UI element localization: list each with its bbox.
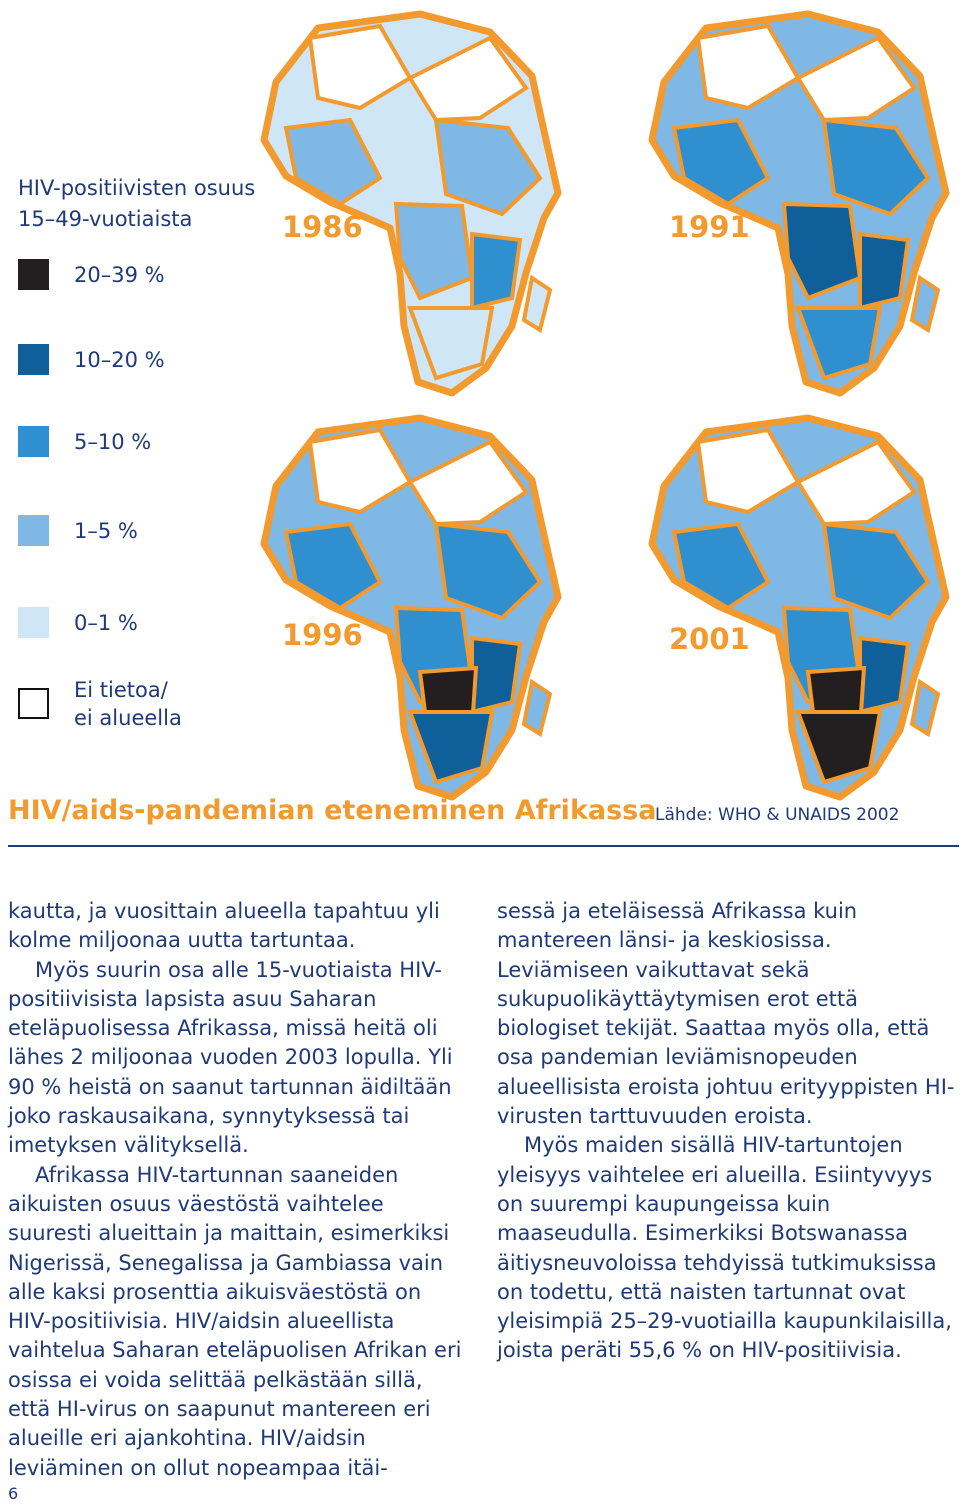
year-label: 1996 xyxy=(282,618,363,652)
paragraph: sessä ja eteläisessä Afrikassa kuin mant… xyxy=(497,899,955,1129)
africa-map-1996 xyxy=(240,412,570,807)
paragraph: kautta, ja vuosittain alueella tapahtuu … xyxy=(8,899,440,953)
legend-title: HIV-positiivisten osuus 15–49-vuotiaista xyxy=(18,173,255,235)
legend-swatch xyxy=(18,515,49,546)
legend-label: 10–20 % xyxy=(74,348,165,372)
page-number: 6 xyxy=(8,1484,19,1503)
body-column-left: kautta, ja vuosittain alueella tapahtuu … xyxy=(8,897,468,1483)
legend-swatch xyxy=(18,607,49,638)
year-label: 1986 xyxy=(282,210,363,244)
legend-label: Ei tietoa/ ei alueella xyxy=(74,676,182,732)
legend-label-line1: Ei tietoa/ xyxy=(74,678,168,702)
africa-map-2001 xyxy=(628,412,958,807)
africa-map-1986 xyxy=(240,8,570,403)
figure-source: Lähde: WHO & UNAIDS 2002 xyxy=(655,805,900,825)
africa-map-1991 xyxy=(628,8,958,403)
legend-title-line2: 15–49-vuotiaista xyxy=(18,207,193,231)
figure-title: HIV/aids-pandemian eteneminen Afrikassa xyxy=(8,795,657,826)
paragraph: Myös suurin osa alle 15-vuotiaista HIV-p… xyxy=(8,957,453,1158)
legend-label: 20–39 % xyxy=(74,263,165,287)
year-label: 1991 xyxy=(669,210,750,244)
year-label: 2001 xyxy=(669,622,750,656)
legend-label-line2: ei alueella xyxy=(74,706,182,730)
legend-swatch xyxy=(18,344,49,375)
legend-swatch xyxy=(18,688,49,719)
paragraph: Myös maiden sisällä HIV-tartuntojen ylei… xyxy=(497,1133,952,1363)
legend-label: 1–5 % xyxy=(74,519,138,543)
legend-label: 0–1 % xyxy=(74,611,138,635)
paragraph: Afrikassa HIV-tartunnan saaneiden aikuis… xyxy=(8,1162,462,1480)
divider xyxy=(8,845,959,847)
legend-swatch xyxy=(18,426,49,457)
legend-title-line1: HIV-positiivisten osuus xyxy=(18,176,256,200)
legend-label: 5–10 % xyxy=(74,430,152,454)
legend-swatch xyxy=(18,259,49,290)
body-column-right: sessä ja eteläisessä Afrikassa kuin mant… xyxy=(497,897,957,1366)
